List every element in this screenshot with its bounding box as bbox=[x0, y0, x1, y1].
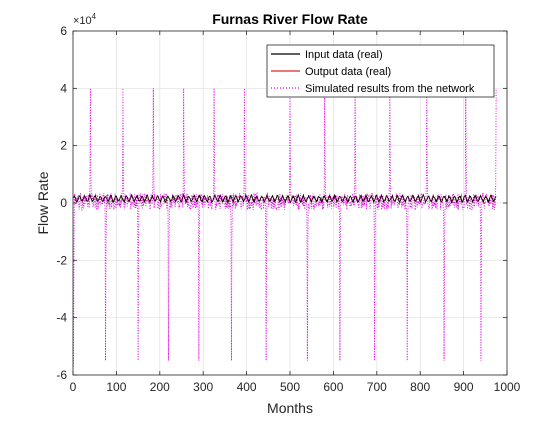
series-layer bbox=[72, 88, 497, 367]
x-tick-label: 0 bbox=[70, 380, 77, 394]
y-axis-exponent: ×104 bbox=[73, 12, 97, 27]
y-tick-label: -4 bbox=[56, 311, 67, 325]
y-axis-exponent-power: 4 bbox=[92, 12, 97, 21]
legend-box bbox=[266, 44, 495, 98]
legend-label-input: Input data (real) bbox=[305, 49, 383, 61]
y-tick-label: 2 bbox=[60, 139, 67, 153]
y-axis-label: Flow Rate bbox=[35, 171, 51, 234]
x-tick-label: 400 bbox=[237, 380, 257, 394]
x-tick-label: 1000 bbox=[494, 380, 521, 394]
axis-ticks: 0 100 200 300 400 500 600 700 800 900 1000 -6 -4 -2 0 2… bbox=[56, 24, 520, 394]
x-tick-label: 600 bbox=[323, 380, 343, 394]
x-tick-label: 800 bbox=[410, 380, 430, 394]
x-tick-label: 200 bbox=[150, 380, 170, 394]
legend-label-output: Output data (real) bbox=[305, 66, 391, 78]
x-tick-label: 100 bbox=[106, 380, 126, 394]
x-tick-label: 900 bbox=[454, 380, 474, 394]
legend-label-simulated: Simulated results from the network bbox=[305, 83, 475, 95]
y-tick-label: 0 bbox=[60, 196, 67, 210]
y-tick-label: -2 bbox=[56, 253, 67, 267]
y-tick-label: 6 bbox=[60, 24, 67, 38]
legend: Input data (real) Output data (real) Sim… bbox=[266, 44, 495, 98]
series-line-input bbox=[73, 193, 497, 204]
y-axis-exponent-base: ×10 bbox=[73, 15, 92, 27]
y-tick-label: 4 bbox=[60, 81, 67, 95]
x-tick-label: 500 bbox=[280, 380, 300, 394]
x-tick-label: 700 bbox=[367, 380, 387, 394]
chart-title: Furnas River Flow Rate bbox=[212, 11, 368, 27]
x-axis-label: Months bbox=[267, 400, 313, 416]
x-tick-label: 300 bbox=[193, 380, 213, 394]
y-tick-label: -6 bbox=[56, 368, 67, 382]
